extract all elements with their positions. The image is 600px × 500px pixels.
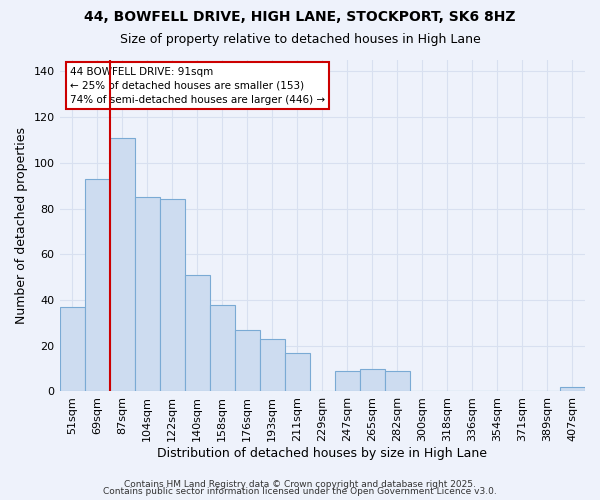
Bar [385, 371, 410, 392]
Bar [160, 200, 185, 392]
X-axis label: Distribution of detached houses by size in High Lane: Distribution of detached houses by size … [157, 447, 487, 460]
Bar [235, 330, 260, 392]
Bar [285, 352, 310, 392]
Bar [260, 339, 285, 392]
Bar [134, 197, 160, 392]
Bar [360, 368, 385, 392]
Bar [560, 387, 585, 392]
Y-axis label: Number of detached properties: Number of detached properties [15, 127, 28, 324]
Text: Size of property relative to detached houses in High Lane: Size of property relative to detached ho… [119, 32, 481, 46]
Text: Contains HM Land Registry data © Crown copyright and database right 2025.: Contains HM Land Registry data © Crown c… [124, 480, 476, 489]
Bar [209, 304, 235, 392]
Text: 44 BOWFELL DRIVE: 91sqm
← 25% of detached houses are smaller (153)
74% of semi-d: 44 BOWFELL DRIVE: 91sqm ← 25% of detache… [70, 66, 325, 104]
Bar [110, 138, 134, 392]
Bar [335, 371, 360, 392]
Text: 44, BOWFELL DRIVE, HIGH LANE, STOCKPORT, SK6 8HZ: 44, BOWFELL DRIVE, HIGH LANE, STOCKPORT,… [84, 10, 516, 24]
Bar [85, 179, 110, 392]
Bar [59, 307, 85, 392]
Text: Contains public sector information licensed under the Open Government Licence v3: Contains public sector information licen… [103, 487, 497, 496]
Bar [185, 275, 209, 392]
